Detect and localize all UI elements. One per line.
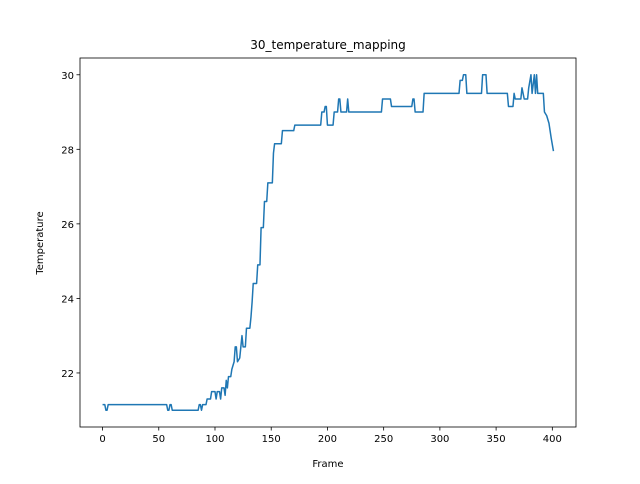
- chart-title: 30_temperature_mapping: [250, 38, 406, 52]
- x-tick-label: 50: [152, 434, 165, 445]
- x-tick-label: 100: [205, 434, 224, 445]
- y-tick-label: 30: [61, 71, 74, 82]
- x-axis-label: Frame: [312, 459, 343, 470]
- x-tick-label: 0: [99, 434, 105, 445]
- x-tick-label: 300: [430, 434, 449, 445]
- x-tick-label: 250: [374, 434, 393, 445]
- y-axis-label: Temperature: [35, 211, 46, 275]
- plot-frame: [79, 57, 577, 428]
- x-tick-label: 200: [318, 434, 337, 445]
- data-line: [102, 74, 555, 411]
- y-tick-label: 22: [61, 369, 74, 380]
- y-tick-label: 24: [61, 294, 74, 305]
- x-tick-label: 150: [262, 434, 281, 445]
- y-tick-label: 26: [61, 220, 74, 231]
- y-tick-label: 28: [61, 145, 74, 156]
- x-tick-label: 400: [543, 434, 562, 445]
- x-tick-label: 350: [487, 434, 506, 445]
